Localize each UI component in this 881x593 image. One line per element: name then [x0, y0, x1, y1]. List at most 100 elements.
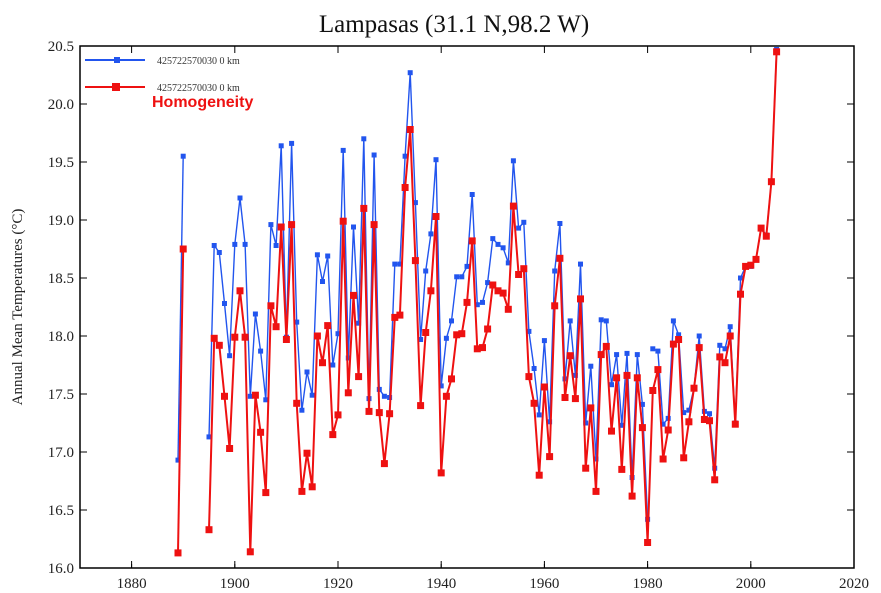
- data-point: [707, 411, 712, 417]
- data-point: [634, 352, 640, 358]
- data-point: [546, 453, 554, 461]
- data-point: [226, 445, 234, 452]
- data-point: [721, 359, 729, 367]
- y-tick-label: 19.5: [48, 155, 74, 171]
- data-point: [571, 395, 579, 403]
- data-point: [205, 526, 213, 534]
- data-point: [521, 219, 527, 225]
- data-point: [247, 393, 253, 399]
- data-point: [738, 275, 743, 281]
- data-point: [602, 342, 610, 350]
- data-point: [500, 245, 506, 251]
- data-point: [437, 469, 445, 477]
- data-point: [717, 342, 723, 348]
- data-point: [609, 382, 614, 388]
- data-point: [449, 318, 454, 324]
- data-point: [272, 323, 280, 331]
- data-point: [676, 332, 682, 338]
- legend-label-blue: 425722570030 0 km: [157, 56, 240, 67]
- data-point: [490, 236, 496, 242]
- data-point: [624, 350, 630, 356]
- data-point: [365, 407, 373, 415]
- data-point: [215, 341, 223, 349]
- y-tick-label: 16.0: [48, 561, 74, 577]
- data-point: [531, 366, 537, 371]
- legend-marker-red: [112, 83, 120, 91]
- data-point: [356, 320, 362, 326]
- data-point: [246, 548, 254, 556]
- data-point: [273, 243, 279, 248]
- data-point: [722, 346, 728, 352]
- data-point: [509, 202, 517, 210]
- data-point: [459, 274, 465, 280]
- data-point: [231, 333, 239, 341]
- y-tick-label: 18.0: [48, 329, 74, 345]
- data-point: [319, 359, 326, 367]
- data-point: [227, 353, 233, 359]
- data-point: [242, 241, 248, 247]
- data-point: [370, 221, 378, 229]
- data-point: [516, 225, 522, 231]
- x-tick-label: 2000: [736, 576, 766, 592]
- data-point: [417, 402, 425, 410]
- data-point: [675, 336, 683, 343]
- data-point: [241, 333, 249, 341]
- data-point: [613, 374, 621, 382]
- data-point: [375, 409, 383, 417]
- data-point: [355, 373, 363, 381]
- data-point: [344, 389, 352, 397]
- data-point: [664, 426, 672, 434]
- data-point: [263, 397, 269, 403]
- data-point: [577, 295, 584, 303]
- data-point: [386, 410, 394, 418]
- data-point: [649, 387, 657, 394]
- data-point: [381, 393, 387, 399]
- data-point: [588, 363, 594, 369]
- data-point: [211, 243, 217, 248]
- data-point: [361, 136, 367, 142]
- data-point: [628, 492, 636, 500]
- x-tick-label: 1960: [529, 576, 559, 592]
- data-point: [258, 348, 264, 354]
- y-tick-label: 19.0: [48, 213, 74, 229]
- data-point: [593, 456, 599, 462]
- data-point: [396, 311, 404, 319]
- data-point: [308, 483, 316, 491]
- data-point: [485, 280, 491, 286]
- data-point: [453, 331, 461, 339]
- data-point: [442, 392, 450, 400]
- data-point: [499, 289, 507, 297]
- data-point: [210, 334, 218, 342]
- data-point: [406, 126, 414, 133]
- data-point: [695, 344, 703, 352]
- data-point: [685, 418, 693, 426]
- data-point: [314, 252, 320, 258]
- homogeneity-annotation: Homogeneity: [152, 94, 253, 111]
- data-point: [654, 366, 662, 374]
- data-point: [737, 290, 744, 298]
- data-point: [556, 254, 564, 262]
- data-point: [592, 487, 600, 495]
- data-point: [294, 319, 300, 325]
- data-point: [324, 322, 332, 330]
- data-point: [619, 422, 625, 428]
- series-layer: [174, 47, 781, 557]
- data-point: [690, 384, 698, 392]
- data-point: [427, 287, 435, 295]
- data-point: [428, 231, 434, 237]
- data-point: [474, 302, 480, 308]
- series-line: [177, 156, 184, 461]
- data-point: [696, 333, 702, 339]
- data-point: [299, 407, 305, 413]
- data-point: [561, 394, 569, 401]
- data-point: [304, 369, 310, 375]
- data-point: [468, 237, 476, 245]
- data-point: [391, 313, 399, 321]
- data-point: [360, 204, 368, 212]
- data-point: [547, 419, 553, 425]
- legend: 425722570030 0 km 425722570030 0 km Homo…: [85, 56, 253, 111]
- data-point: [407, 70, 413, 76]
- data-point: [567, 318, 573, 324]
- data-point: [638, 424, 646, 432]
